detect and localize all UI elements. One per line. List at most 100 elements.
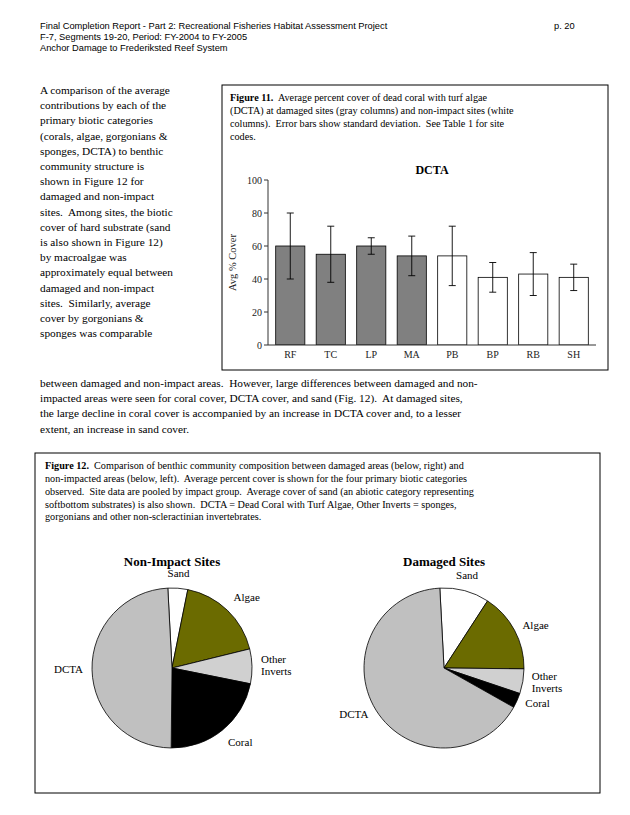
text-line: Anchor Damage to Frederiksted Reef Syste… [40,43,228,53]
text-line: codes. [230,131,256,142]
text-line: community structure is [40,160,144,172]
error-bar [489,263,496,293]
error-bar [530,253,537,296]
text-line: sites. Similarly, average [40,297,151,309]
pie-label: OtherInverts [261,653,292,677]
text-line: non-impacted areas (below, left). Averag… [45,473,467,485]
caption: Average percent cover of dead coral with… [230,92,514,141]
text-line: Other [261,653,286,665]
text-line: sponges was comparable [40,327,152,339]
x-tick-label: BP [487,349,500,360]
text-line: observed. Site data are pooled by impact… [45,486,474,498]
text-line: is also shown in Figure 12) [40,236,163,249]
page: Final Completion Report - Part 2: Recrea… [0,0,630,815]
pie-label: Algae [234,591,260,603]
text-line: Comparison of benthic community composit… [89,460,464,472]
text-line: Algae [234,591,260,603]
text-line: Sand [456,569,479,581]
chart-title: DCTA [415,163,448,177]
figure-box [35,453,600,793]
bar [357,246,386,345]
pie-label: Coral [228,736,252,748]
text-line: primary biotic categories [40,114,153,126]
y-tick-label: 100 [247,175,262,186]
text-line: softbottom substrates) is also shown. DC… [45,499,457,511]
pie-label: Sand [456,569,479,581]
y-tick-label: 20 [252,307,262,318]
y-tick-label: 80 [252,208,262,219]
x-tick-label: PB [446,349,459,360]
x-tick-label: MA [404,349,421,360]
text-line: columns). Error bars show standard devia… [230,118,505,130]
text-line: by macroalgae was [40,251,127,263]
header-line: Final Completion Report - Part 2: Recrea… [40,21,388,31]
page-number: p. 20 [554,21,575,31]
body-text: between damaged and non-impact areas. Ho… [40,377,478,435]
text-line: Coral [525,697,549,709]
text-line: approximately equal between [40,266,173,278]
text-line: Coral [228,736,252,748]
y-tick-label: 0 [257,340,262,351]
text-line: Final Completion Report - Part 2: Recrea… [40,21,388,31]
x-tick-label: RB [527,349,541,360]
text-line: (corals, algae, gorgonians & [40,130,168,143]
text-line: DCTA [339,708,368,720]
pie-label: Algae [522,619,548,631]
y-axis-label: Avg % Cover [227,234,238,291]
text-line: between damaged and non-impact areas. Ho… [40,377,478,389]
y-tick-label: 60 [252,241,262,252]
text-line: A comparison of the average [40,84,170,96]
y-tick [264,279,268,280]
text-line: sites. Among sites, the biotic [40,206,173,218]
error-bar [327,226,334,282]
text-line: F-7, Segments 19-20, Period: FY-2004 to … [40,32,247,42]
figure-box [222,85,608,370]
pie-slice [444,601,524,669]
x-tick-label: LP [365,349,377,360]
text-line: Algae [522,619,548,631]
pie-label: DCTA [339,708,368,720]
y-tick [264,345,268,346]
page-background [0,0,630,815]
text-line: contributions by each of the [40,99,166,111]
header-line: Anchor Damage to Frederiksted Reef Syste… [40,43,228,53]
pie-label: OtherInverts [532,670,563,694]
x-tick-label: SH [567,349,580,360]
text-line: cover by gorgonians & [40,312,144,324]
error-bar [408,236,415,276]
chart-title: Damaged Sites [403,554,485,569]
text-line: DCTA [54,663,83,675]
text-line: (DCTA) at damaged sites (gray columns) a… [230,105,514,117]
x-axis-line [268,345,596,346]
plot-marks [276,213,589,345]
text-line: Average percent cover of dead coral with… [273,92,487,103]
y-tick [264,213,268,214]
x-tick-label: RF [284,349,297,360]
text-line: extent, an increase in sand cover. [40,423,189,435]
text-line: shown in Figure 12 for [40,175,144,187]
caption-label: Figure 11. [230,92,274,103]
text-line: Other [532,670,557,682]
y-tick [264,246,268,247]
y-tick [264,180,268,181]
x-tick-label: TC [324,349,337,360]
error-bar [368,238,375,255]
caption: Comparison of benthic community composit… [45,460,474,522]
text-line: gorgonians and other non-scleractinian i… [45,511,261,522]
text-line: damaged and non-impact [40,190,155,202]
text-line: Inverts [261,665,292,677]
pie-slice [364,588,514,748]
y-axis-line [268,180,269,345]
text-line: sponges, DCTA) to benthic [40,145,163,158]
error-bar [449,226,456,285]
error-bar [570,264,577,290]
pie-label: Sand [168,567,191,579]
y-tick-label: 40 [252,274,262,285]
y-tick [264,312,268,313]
pie-label: DCTA [54,663,83,675]
text-line: p. 20 [554,21,575,31]
header-line: F-7, Segments 19-20, Period: FY-2004 to … [40,32,247,42]
text-line: Sand [168,567,191,579]
body-text: A comparison of the average contributions… [40,84,173,339]
pie-slice [92,588,172,748]
